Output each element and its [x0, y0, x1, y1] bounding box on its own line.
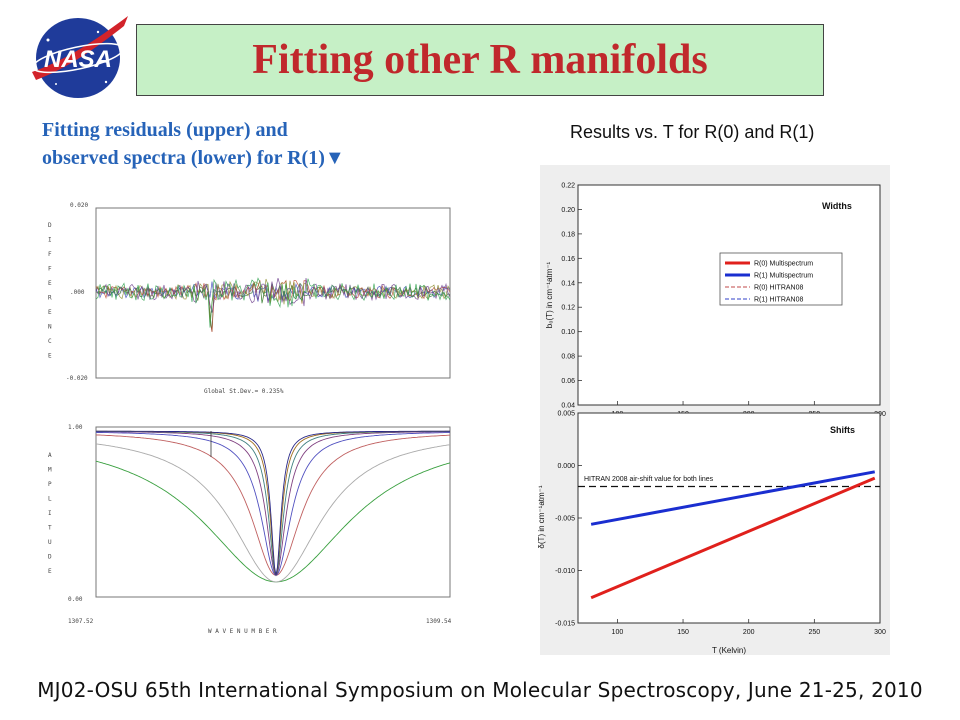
- title-box: Fitting other R manifolds: [136, 24, 824, 96]
- nasa-logo-text: NASA: [44, 46, 112, 73]
- xtick-label: 200: [743, 629, 755, 636]
- footer: MJ02-OSU 65th International Symposium on…: [37, 678, 923, 702]
- spectra-traces: [95, 430, 451, 583]
- residual-traces: [95, 277, 451, 333]
- ytick-label: 0.04: [561, 403, 575, 410]
- residual-ytick-bottom: -0.020: [66, 375, 88, 382]
- spectra-xtick-right: 1309.54: [426, 618, 452, 625]
- spectrum-trace: [96, 430, 450, 576]
- residual-ytick-top: 0.020: [70, 202, 88, 209]
- widths-panel-label: Widths: [822, 201, 852, 211]
- xtick-label: 300: [874, 629, 886, 636]
- residual-stdev-label: Global St.Dev.= 0.235%: [204, 388, 284, 395]
- ytick-label: 0.12: [561, 305, 575, 312]
- spectrum-trace: [95, 431, 451, 576]
- spectra-xtick-left: 1307.52: [68, 618, 94, 625]
- shifts-hitran-annotation: HITRAN 2008 air-shift value for both lin…: [584, 476, 714, 483]
- shifts-lines: [578, 470, 880, 600]
- ytick-label: -0.015: [555, 621, 575, 628]
- legend-label: R(0) HITRAN08: [754, 285, 804, 292]
- xtick-label: 100: [612, 629, 624, 636]
- nasa-logo: NASA: [26, 10, 130, 102]
- ytick-label: 0.10: [561, 329, 575, 336]
- legend-label: R(1) Multispectrum: [754, 273, 813, 280]
- spectra-ytick-top: 1.00: [68, 424, 83, 431]
- ytick-label: -0.010: [555, 568, 575, 575]
- ytick-label: 0.14: [561, 280, 575, 287]
- spectrum-trace: [95, 434, 450, 576]
- shifts-series-line: [590, 470, 876, 526]
- ytick-label: 0.005: [557, 411, 575, 418]
- shifts-series-line: [590, 476, 876, 600]
- ytick-label: 0.18: [561, 231, 575, 238]
- ytick-label: 0.20: [561, 207, 575, 214]
- ytick-label: 0.000: [557, 463, 575, 470]
- ytick-label: -0.005: [555, 516, 575, 523]
- legend-label: R(0) Multispectrum: [754, 261, 813, 268]
- right-caption: Results vs. T for R(0) and R(1): [570, 122, 815, 142]
- residual-trace: [95, 277, 451, 313]
- ytick-label: 0.08: [561, 354, 575, 361]
- shifts-panel-label: Shifts: [830, 425, 855, 435]
- left-caption-line1: Fitting residuals (upper) and: [42, 119, 288, 141]
- shifts-axes: 100 150 200 250 300 0.005 0.000 -0.005 -0.010 -0.…: [555, 411, 886, 637]
- widths-ylabel: b₀(T) in cm⁻¹atm⁻¹: [545, 261, 554, 328]
- ytick-label: 0.22: [561, 183, 575, 190]
- shifts-ylabel: δ(T) in cm⁻¹atm⁻¹: [537, 485, 546, 548]
- spectra-figure: 0.020 .000 -0.020 Global St.Dev.= 0.235%…: [48, 202, 452, 635]
- xtick-label: 150: [677, 629, 689, 636]
- ytick-label: 0.16: [561, 256, 575, 263]
- widths-legend: R(0) Multispectrum R(1) Multispectrum R(0)…: [719, 252, 843, 306]
- left-caption: Fitting residuals (upper) and observed s…: [42, 116, 482, 172]
- spectra-ytick-bottom: 0.00: [68, 596, 83, 603]
- temperature-figure: 100 150 200 250 300 0.04 0.06 0.08 0.10 0.12 0.14 0…: [537, 165, 890, 655]
- spectrum-trace: [95, 443, 451, 583]
- page-title: Fitting other R manifolds: [252, 37, 708, 83]
- ytick-label: 0.06: [561, 378, 575, 385]
- legend-label: R(1) HITRAN08: [754, 297, 804, 304]
- spectrum-trace: [96, 431, 450, 577]
- left-caption-line2: observed spectra (lower) for R(1)▼: [42, 147, 345, 169]
- xtick-label: 250: [809, 629, 821, 636]
- residual-ytick-mid: .000: [70, 289, 85, 296]
- shifts-xlabel: T (Kelvin): [712, 646, 746, 655]
- residual-trace: [95, 277, 451, 328]
- spectra-xlabel: W A V E N U M B E R: [208, 628, 277, 635]
